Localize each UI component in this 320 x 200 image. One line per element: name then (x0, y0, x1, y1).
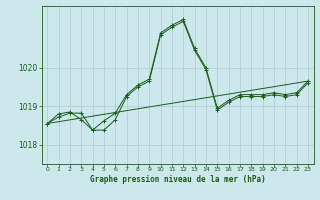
X-axis label: Graphe pression niveau de la mer (hPa): Graphe pression niveau de la mer (hPa) (90, 175, 266, 184)
